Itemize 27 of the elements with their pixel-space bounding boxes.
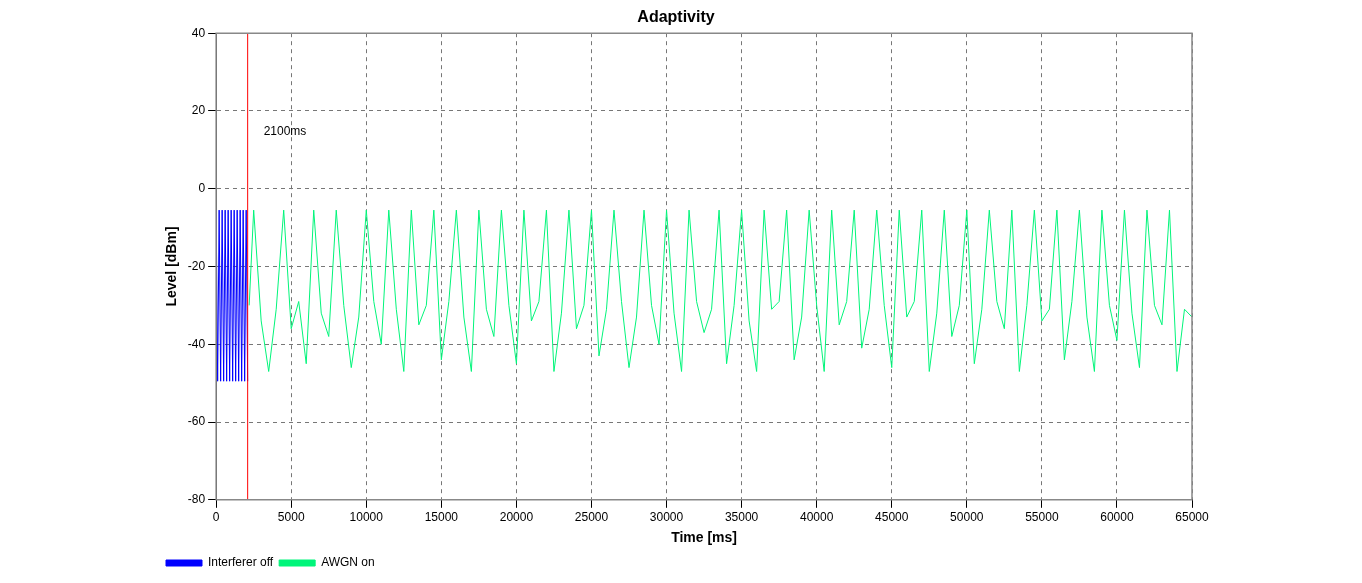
x-tick-label: 35000: [724, 510, 759, 525]
legend-label: Interferer off: [208, 555, 274, 570]
y-tick-label: -40: [187, 336, 206, 351]
ref-line-label: 2100ms: [263, 123, 307, 138]
x-tick-label: 60000: [1100, 510, 1134, 525]
x-tick-label: 15000: [424, 510, 459, 525]
x-tick-label: 20000: [499, 510, 534, 525]
x-tick-label: 0: [212, 510, 220, 525]
x-tick-label: 40000: [799, 510, 834, 525]
x-tick-label: 55000: [1025, 510, 1059, 525]
x-tick-label: 65000: [1175, 510, 1210, 525]
y-tick-label: 20: [191, 103, 206, 118]
x-tick-label: 25000: [574, 510, 609, 525]
legend-label: AWGN on: [321, 555, 375, 570]
x-tick-label: 45000: [875, 510, 909, 525]
y-tick-label: -60: [187, 414, 206, 429]
chart-title: Adaptivity: [637, 8, 715, 26]
x-axis-title: Time [ms]: [671, 529, 738, 546]
x-tick-label: 50000: [950, 510, 984, 525]
y-tick-label: -80: [187, 492, 206, 507]
x-tick-label: 5000: [277, 510, 305, 525]
y-tick-label: 0: [198, 181, 206, 196]
x-tick-label: 30000: [649, 510, 684, 525]
x-tick-label: 10000: [349, 510, 384, 525]
y-tick-label: 40: [191, 25, 206, 40]
y-tick-label: -20: [187, 258, 206, 273]
y-axis-title: Level [dBm]: [163, 226, 180, 307]
